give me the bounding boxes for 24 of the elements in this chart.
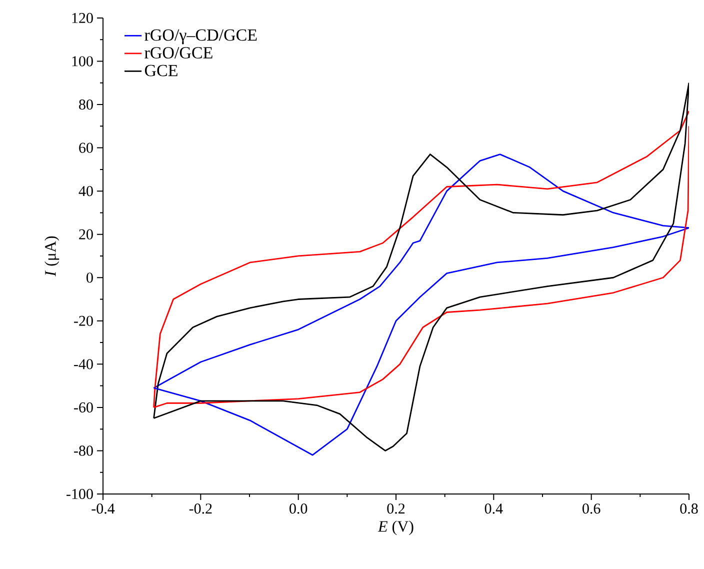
x-tick-label: -0.4 [92, 504, 115, 514]
x-tick-label: -0.2 [189, 504, 212, 514]
x-tick-label: 0.2 [387, 504, 405, 514]
y-tick-label: 20 [79, 229, 93, 240]
y-tick-label: 0 [86, 272, 93, 283]
x-tick-label: 0.4 [484, 504, 503, 514]
y-tick-label: -20 [74, 316, 93, 326]
y-tick-label: -100 [66, 488, 93, 500]
y-axis-title: I (μA) [44, 236, 60, 276]
y-tick-label: 60 [79, 142, 93, 153]
legend-label: rGO/GCE [144, 47, 212, 59]
y-tick-label: -40 [74, 359, 93, 370]
legend-label: rGO/γ–CD/GCE [144, 29, 257, 44]
x-tick-label: 0.6 [582, 504, 600, 514]
y-tick-label: -60 [74, 402, 93, 412]
y-tick-label: 80 [79, 99, 93, 110]
x-tick-label: 0.0 [290, 504, 308, 514]
y-tick-label: -80 [74, 446, 93, 456]
y-tick-label: 40 [78, 186, 93, 196]
x-tick-label: 0.8 [680, 504, 698, 514]
legend-label: GCE [144, 64, 178, 76]
x-axis-title: E (V) [378, 520, 414, 536]
y-tick-label: 120 [72, 12, 93, 24]
y-tick-label: 100 [72, 56, 93, 66]
